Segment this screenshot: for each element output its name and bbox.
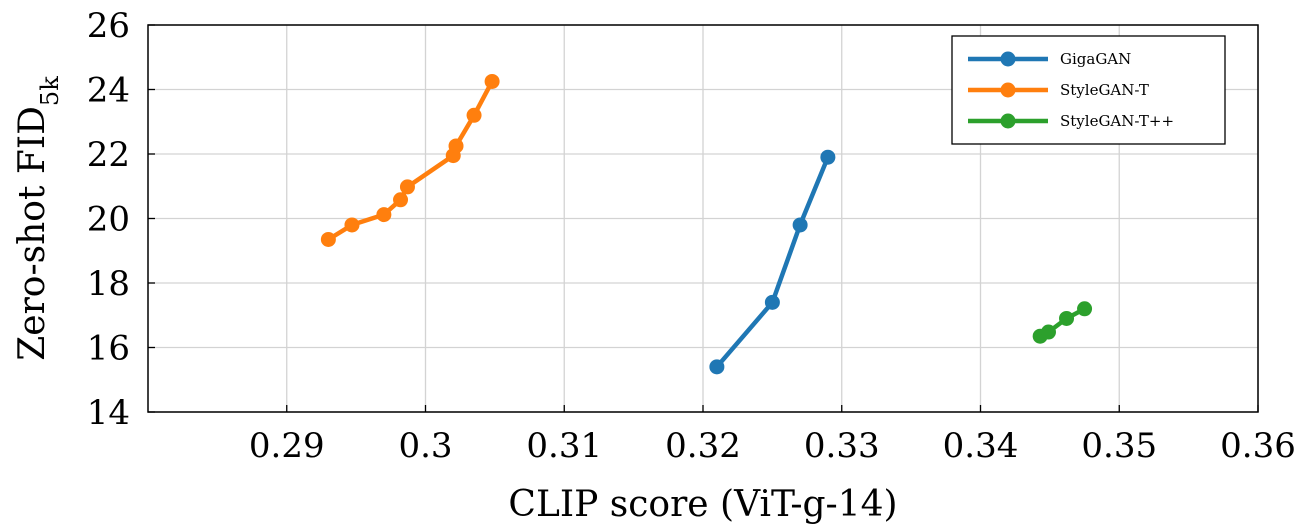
x-tick-label: 0.3 [398, 426, 452, 466]
data-point [466, 107, 482, 123]
data-point [1077, 301, 1093, 317]
legend-label: GigaGAN [1060, 50, 1131, 68]
data-point [820, 149, 836, 165]
data-point [393, 192, 409, 208]
data-point [764, 294, 780, 310]
data-point [448, 138, 464, 154]
x-axis-title: CLIP score (ViT-g-14) [508, 484, 897, 525]
x-tick-label: 0.29 [249, 426, 325, 466]
data-point [399, 179, 415, 195]
series-stylegan-t [320, 73, 500, 247]
legend-marker [1000, 113, 1016, 129]
data-point [1059, 310, 1075, 326]
y-axis-title: Zero-shot FID5k [12, 76, 64, 361]
series-layer [320, 73, 1093, 375]
x-tick-label: 0.33 [804, 426, 880, 466]
series-gigagan [709, 149, 836, 375]
y-tick-label: 20 [87, 200, 130, 240]
x-tick-label: 0.34 [943, 426, 1019, 466]
y-axis-title-subscript: 5k [36, 76, 64, 106]
x-tick-label: 0.35 [1081, 426, 1157, 466]
legend: GigaGAN StyleGAN-T StyleGAN-T++ [951, 35, 1226, 145]
y-tick-label: 26 [87, 6, 130, 46]
data-point [709, 359, 725, 375]
x-axis-ticks: 0.29 0.3 0.31 0.32 0.33 0.34 0.35 0.36 [249, 405, 1296, 466]
x-tick-label: 0.32 [665, 426, 741, 466]
legend-label: StyleGAN-T++ [1060, 112, 1174, 130]
y-axis-ticks: 14 16 18 20 22 24 26 [87, 6, 155, 433]
legend-marker [1000, 82, 1016, 98]
legend-item: StyleGAN-T++ [968, 112, 1174, 130]
x-tick-label: 0.31 [526, 426, 602, 466]
series-line [714, 154, 831, 370]
data-point [484, 73, 500, 89]
x-tick-label: 0.36 [1220, 426, 1296, 466]
data-point [376, 207, 392, 223]
data-point [1040, 324, 1056, 340]
y-tick-label: 16 [87, 329, 130, 369]
y-tick-label: 24 [87, 71, 130, 111]
y-tick-label: 18 [87, 264, 130, 304]
y-tick-label: 14 [87, 393, 130, 433]
series-stylegan-t- [1032, 301, 1093, 344]
legend-item: GigaGAN [968, 50, 1131, 68]
data-point [320, 231, 336, 247]
data-point [344, 217, 360, 233]
legend-marker [1000, 51, 1016, 67]
y-tick-label: 22 [87, 135, 130, 175]
y-axis-title-main: Zero-shot FID [12, 106, 53, 361]
legend-item: StyleGAN-T [968, 81, 1149, 99]
data-point [792, 217, 808, 233]
legend-label: StyleGAN-T [1060, 81, 1149, 99]
